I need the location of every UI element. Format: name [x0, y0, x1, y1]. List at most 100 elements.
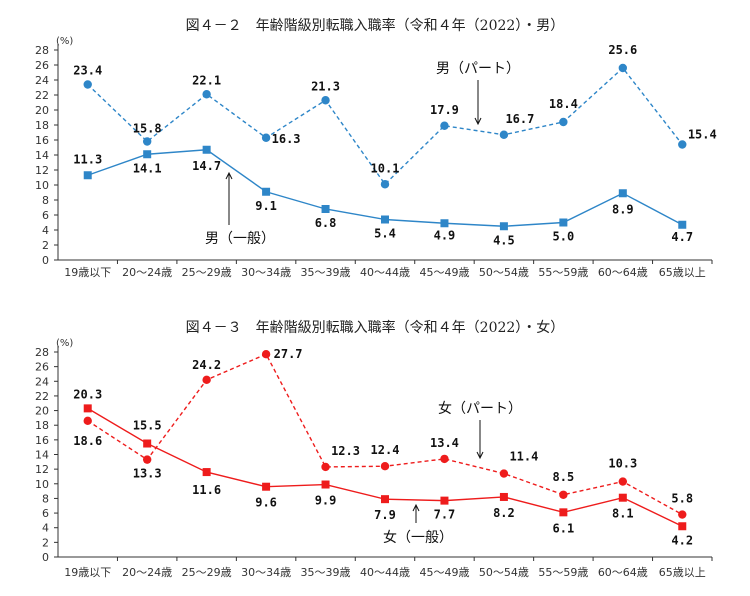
female-x-tick-label: 20～24歳 [122, 566, 172, 579]
male-data-label: 17.9 [430, 103, 459, 117]
female-annotation-arrowhead [476, 451, 484, 460]
male-point [262, 187, 271, 196]
female-point [499, 492, 508, 501]
male-point [559, 117, 568, 127]
female-data-label: 8.1 [612, 507, 634, 521]
female-point [143, 439, 152, 448]
female-y-tick-label: 24 [35, 375, 49, 388]
male-data-label: 5.4 [374, 227, 396, 241]
male-y-tick-label: 14 [35, 149, 49, 162]
female-y-tick-label: 16 [35, 434, 49, 447]
female-y-tick-label: 18 [35, 419, 49, 432]
female-y-tick-label: 26 [35, 361, 49, 374]
male-data-label: 10.1 [371, 161, 400, 175]
male-x-tick-label: 55～59歳 [538, 266, 588, 279]
male-data-label: 16.3 [272, 132, 301, 146]
female-point [678, 522, 687, 531]
male-y-tick-label: 10 [35, 179, 49, 192]
male-x-tick-label: 60～64歳 [598, 266, 648, 279]
female-x-tick-label: 45～49歳 [419, 566, 469, 579]
female-point [618, 493, 627, 502]
male-y-tick-label: 16 [35, 134, 49, 147]
male-point [142, 137, 152, 146]
male-data-label: 9.1 [255, 199, 277, 213]
male-y-tick-label: 8 [42, 194, 49, 207]
male-point [261, 133, 271, 142]
female-data-label: 18.6 [73, 434, 102, 448]
male-x-tick-label: 45～49歳 [419, 266, 469, 279]
male-data-label: 4.9 [434, 228, 456, 242]
male-annotation-arrowhead [225, 171, 233, 180]
female-y-tick-label: 6 [42, 507, 49, 520]
female-x-tick-label: 35～39歳 [301, 566, 351, 579]
female-point [618, 477, 628, 486]
male-point [202, 145, 211, 154]
female-x-tick-label: 50～54歳 [479, 566, 529, 579]
male-x-tick-label: 50～54歳 [479, 266, 529, 279]
female-y-tick-label: 14 [35, 449, 49, 462]
female-point [559, 508, 568, 517]
male-data-label: 14.1 [133, 161, 162, 175]
male-data-label: 11.3 [73, 152, 102, 166]
female-x-tick-label: 40～44歳 [360, 566, 410, 579]
male-data-label: 23.4 [73, 64, 102, 78]
female-point [142, 455, 152, 464]
male-y-tick-label: 4 [42, 224, 49, 237]
male-point [559, 218, 568, 227]
female-annotation-arrowhead [412, 503, 420, 512]
male-point [499, 222, 508, 231]
female-point [83, 416, 92, 426]
female-data-label: 8.2 [493, 506, 515, 520]
female-data-label: 11.6 [192, 483, 221, 497]
male-y-tick-label: 24 [35, 74, 49, 87]
male-point [440, 219, 449, 228]
female-y-tick-label: 8 [42, 492, 49, 505]
male-point [678, 140, 687, 149]
male-x-tick-label: 25～29歳 [182, 266, 232, 279]
male-y-tick-label: 2 [42, 239, 49, 252]
male-point [321, 96, 330, 105]
female-x-tick-label: 65歳以上 [659, 566, 706, 579]
male-y-tick-label: 20 [35, 104, 49, 117]
male-x-tick-label: 20～24歳 [122, 266, 172, 279]
male-y-tick-label: 18 [35, 119, 49, 132]
male-series-annotation: 男（パート） [436, 61, 520, 77]
female-data-label: 13.4 [430, 436, 459, 450]
female-y-tick-label: 10 [35, 478, 49, 491]
female-point [440, 454, 449, 464]
male-x-tick-label: 30～34歳 [241, 266, 291, 279]
male-data-label: 21.3 [311, 79, 340, 93]
male-x-tick-label: 19歳以下 [64, 266, 111, 279]
female-data-label: 7.7 [434, 508, 456, 522]
female-point [381, 495, 389, 504]
female-point [440, 496, 449, 505]
male-data-label: 15.8 [133, 122, 162, 136]
male-data-label: 18.4 [549, 97, 578, 111]
female-y-tick-label: 0 [42, 551, 49, 564]
male-point [678, 220, 687, 229]
male-data-label: 22.1 [192, 73, 221, 87]
male-data-label: 5.0 [553, 230, 575, 244]
female-series-line-part [87, 353, 683, 516]
male-data-label: 8.9 [612, 202, 634, 216]
male-point [380, 180, 390, 189]
male-point [83, 171, 92, 180]
female-data-label: 7.9 [374, 508, 396, 522]
female-data-label: 27.7 [274, 347, 303, 361]
female-data-label: 12.3 [331, 444, 360, 458]
male-y-tick-label: 12 [35, 164, 49, 177]
male-data-label: 6.8 [315, 216, 337, 230]
female-point [262, 482, 271, 491]
male-point [83, 80, 92, 89]
female-y-tick-label: 20 [35, 405, 49, 418]
female-data-label: 5.8 [671, 492, 693, 506]
female-data-label: 12.4 [371, 443, 400, 457]
male-point [202, 90, 211, 99]
male-point [618, 189, 627, 198]
male-data-label: 16.7 [505, 112, 534, 126]
female-data-label: 6.1 [553, 521, 575, 535]
female-point [261, 349, 271, 359]
male-point [321, 205, 330, 213]
female-point [83, 404, 92, 413]
